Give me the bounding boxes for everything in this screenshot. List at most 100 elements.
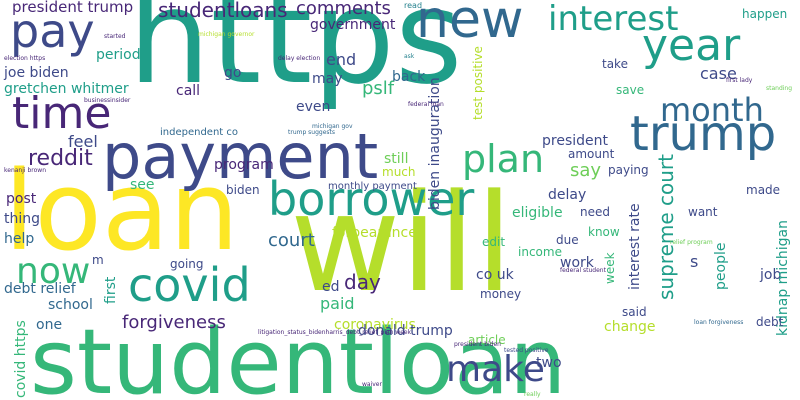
word-even: even [296, 99, 331, 115]
word-gretchen-whitmer: gretchen whitmer [4, 81, 129, 97]
word-debt: debt [756, 315, 784, 329]
word-program: program [214, 157, 274, 173]
word-year: year [642, 20, 741, 71]
word-federal-loan: federal loan [408, 101, 444, 108]
word-people: people [713, 242, 729, 290]
word-court: court [268, 230, 315, 251]
word-waiver: waiver [362, 381, 382, 388]
word-really: really [524, 391, 541, 398]
word-call: call [176, 83, 201, 99]
word-interest: interest [548, 0, 679, 39]
word-much: much [382, 165, 416, 179]
word-job: job [760, 267, 782, 283]
word-pslf: pslf [362, 78, 395, 99]
word-now: now [16, 251, 91, 292]
word-first: first [103, 276, 119, 304]
word-tested-positive: tested positive [504, 347, 549, 354]
word-make: make [446, 349, 545, 390]
word-started: started [104, 33, 126, 40]
word-due: due [556, 233, 579, 247]
word-covid-https: covid https [13, 320, 29, 398]
word-feel: feel [68, 132, 98, 151]
word-co-uk: co uk [476, 267, 514, 283]
word-trump: trump [630, 106, 777, 162]
word-reddit: reddit [28, 146, 93, 171]
word-change: change [604, 319, 656, 335]
word-read: read [404, 1, 423, 10]
word-know: know [588, 225, 620, 239]
word-happen: happen [742, 7, 788, 21]
word-federal-student: federal student [560, 267, 606, 274]
word-money: money [480, 287, 522, 301]
word-payment: payment [102, 120, 379, 193]
word-take: take [602, 57, 628, 71]
word-thing: thing [4, 211, 41, 227]
word-forbearance: forbearance [332, 225, 417, 241]
word-two: two [536, 355, 562, 371]
word-still: still [384, 151, 409, 167]
word-will: will [290, 165, 513, 322]
word-going: going [170, 257, 204, 271]
word-may: may [312, 71, 343, 87]
word-election-https: election https [4, 55, 46, 62]
word-go: go [224, 65, 242, 81]
word-president: president [542, 133, 608, 149]
word-help: help [4, 231, 35, 247]
word-studentloan: studentloan [30, 310, 567, 400]
word-work: work [560, 255, 594, 271]
word-school: school [48, 297, 93, 313]
word-month: month [660, 91, 764, 129]
word-kenanji-brown: kenanji brown [4, 167, 46, 174]
word-debt-relief: debt relief [4, 281, 76, 297]
word-case: case [700, 64, 737, 83]
word-want: want [688, 205, 718, 219]
word-save: save [616, 83, 645, 97]
word-ed: ed [322, 279, 340, 295]
word-see: see [130, 177, 155, 193]
word-back: back [392, 69, 426, 85]
word-delay: delay [548, 187, 587, 203]
word-edit: edit [482, 235, 506, 249]
word-plan: plan [462, 137, 545, 181]
word-businessinsider: businessinsider [84, 97, 131, 104]
word-relief-program: relief program [670, 239, 713, 246]
word-loan-forgiveness: loan forgiveness [694, 319, 744, 326]
word-forgiveness: forgiveness [122, 312, 226, 333]
word-first-lady: first lady [726, 77, 753, 84]
word-s: s [690, 252, 699, 271]
word-donald-trump-visible: donald trump [358, 323, 453, 339]
word-end: end [326, 50, 357, 69]
word-amount: amount [568, 147, 615, 161]
word-government: government [310, 17, 396, 33]
word-say: say [570, 160, 602, 181]
word-standing: standing [766, 85, 793, 92]
word-president-trump: president trump [12, 0, 134, 16]
word-made: made [746, 183, 781, 197]
word-post: post [6, 191, 37, 207]
word-biden: biden [226, 183, 260, 197]
word-loan: loan [4, 147, 239, 275]
word-one: one [36, 317, 63, 333]
word-https: https [128, 0, 463, 113]
word-biden-inauguration: biden inauguration [427, 77, 443, 210]
word-income: income [518, 245, 562, 259]
word-ask: ask [404, 53, 415, 60]
word-michigan-gov: michigan gov [312, 123, 353, 130]
word-trump-suggests: trump suggests [288, 129, 336, 136]
word-pay: pay [10, 4, 95, 58]
word-comments: comments [296, 0, 391, 19]
word-supreme-court: supreme court [654, 154, 678, 300]
word-michigan-governor: michigan governor [198, 31, 255, 38]
word-period: period [96, 47, 141, 63]
word-independent-co: independent co [160, 127, 239, 138]
word-said: said [622, 305, 647, 319]
word-president-biden: president biden [454, 341, 501, 348]
word-borrower: borrower [268, 172, 475, 226]
word-eligible: eligible [512, 205, 563, 221]
word-coronavirus: coronavirus [334, 317, 416, 333]
word-time: time [12, 88, 112, 139]
word-test-positive: test positive [471, 46, 485, 120]
word-paid: paid [320, 294, 355, 313]
word-studentloans: studentloans [158, 0, 288, 22]
